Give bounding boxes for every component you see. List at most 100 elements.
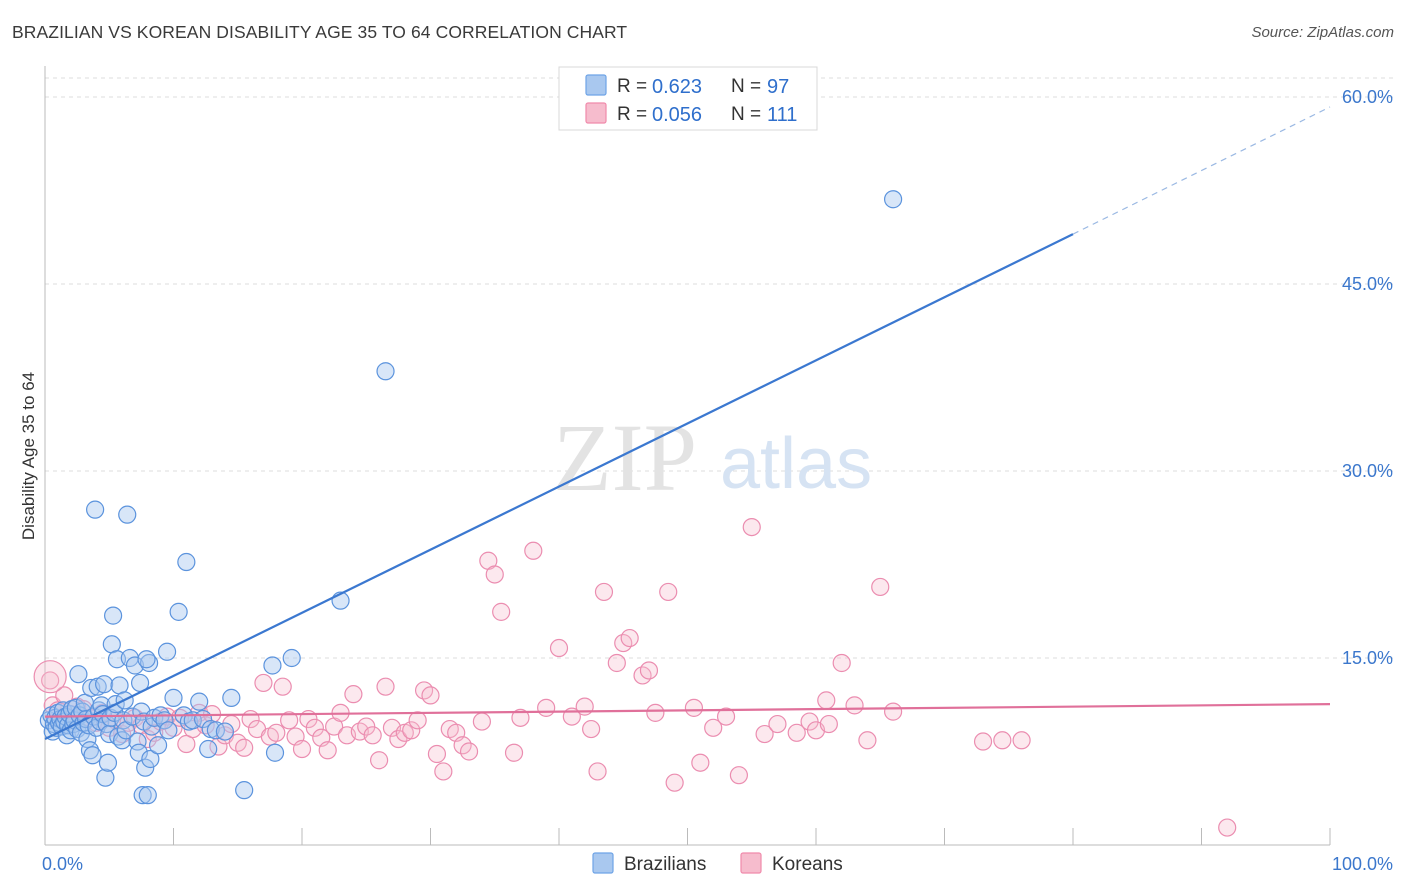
- korean-point: [41, 671, 60, 690]
- korean-trend-line: [44, 703, 1331, 718]
- brazilian-point: [133, 786, 152, 805]
- korean-point: [524, 541, 543, 560]
- korean-point: [646, 703, 665, 722]
- korean-point: [292, 739, 312, 759]
- legend-n-label-pink: N =: [731, 104, 761, 125]
- korean-point: [472, 712, 491, 731]
- brazilian-point: [138, 786, 157, 805]
- brazilian-point: [83, 746, 102, 765]
- korean-point-large: [33, 660, 67, 694]
- chart-title: BRAZILIAN VS KOREAN DISABILITY AGE 35 TO…: [12, 22, 628, 42]
- brazilian-point: [222, 688, 241, 707]
- brazilian-point: [883, 190, 903, 209]
- korean-point: [344, 685, 363, 704]
- korean-point: [659, 582, 678, 602]
- korean-point: [768, 714, 787, 734]
- korean-point: [832, 653, 851, 673]
- brazilian-point: [80, 741, 100, 760]
- korean-point: [575, 697, 594, 716]
- brazilian-point: [104, 606, 123, 625]
- y-tick-label-30: 30.0%: [1342, 461, 1393, 481]
- y-axis-title: Disability Age 35 to 64: [19, 372, 38, 540]
- korean-point: [787, 723, 806, 742]
- korean-point: [537, 698, 556, 717]
- korean-point: [402, 721, 421, 740]
- brazilian-point: [159, 721, 178, 740]
- korean-points: [33, 517, 1237, 837]
- legend-r-value-blue: 0.623: [652, 76, 702, 98]
- korean-point: [408, 711, 427, 730]
- korean-point: [305, 718, 324, 737]
- brazilian-point: [190, 692, 209, 711]
- korean-point: [273, 677, 292, 696]
- source-label: Source: ZipAtlas.com: [1251, 24, 1394, 41]
- korean-point: [492, 602, 511, 621]
- bottom-legend-koreans: Koreans: [772, 854, 843, 875]
- korean-point: [177, 734, 196, 754]
- brazilian-point: [199, 739, 218, 759]
- brazilian-point: [164, 688, 183, 707]
- axes: [44, 66, 1331, 846]
- korean-point: [819, 714, 838, 734]
- korean-point: [235, 738, 254, 757]
- brazilian-point: [107, 650, 127, 669]
- legend-n-label-blue: N =: [731, 76, 761, 97]
- legend-swatch-blue: [585, 74, 607, 96]
- korean-point: [1012, 731, 1031, 750]
- korean-point: [485, 565, 504, 584]
- korean-point: [729, 766, 749, 785]
- legend-n-value-blue: 97: [767, 76, 789, 98]
- korean-point: [993, 731, 1012, 750]
- korean-point: [755, 724, 774, 744]
- brazilian-point: [136, 758, 155, 777]
- brazilian-point: [148, 736, 168, 755]
- korean-point: [363, 726, 382, 745]
- korean-point: [370, 751, 389, 770]
- brazilian-point: [263, 656, 282, 675]
- legend-r-label-pink: R =: [617, 104, 647, 125]
- korean-point: [845, 696, 864, 715]
- legend-r-label-blue: R =: [617, 76, 647, 97]
- y-tick-label-45: 45.0%: [1342, 274, 1393, 294]
- korean-point: [607, 653, 626, 673]
- korean-point: [883, 702, 903, 721]
- korean-point: [594, 582, 614, 602]
- legend-swatch-pink: [585, 102, 607, 124]
- x-tick-label-0: 0.0%: [42, 854, 83, 874]
- korean-point: [459, 742, 479, 761]
- korean-point: [421, 686, 440, 705]
- korean-point: [620, 628, 639, 648]
- korean-point: [511, 708, 530, 727]
- korean-point: [871, 577, 890, 597]
- korean-point: [434, 762, 453, 781]
- korean-point: [716, 707, 736, 726]
- brazilian-point: [95, 675, 114, 694]
- axis-labels: 15.0% 30.0% 45.0% 60.0% 0.0% 100.0% Disability…: [19, 87, 1393, 874]
- watermark: ZIP atlas: [553, 404, 872, 511]
- korean-point: [973, 732, 993, 751]
- korean-point: [817, 691, 836, 710]
- korean-point: [376, 677, 395, 696]
- y-tick-label-15: 15.0%: [1342, 648, 1393, 668]
- watermark-atlas: atlas: [720, 424, 872, 504]
- korean-point: [280, 711, 299, 730]
- korean-point: [582, 719, 601, 739]
- brazilian-point: [69, 665, 88, 684]
- brazilian-point: [141, 749, 160, 769]
- brazilian-point: [177, 552, 196, 572]
- gridlines: [45, 77, 1395, 659]
- korean-point: [427, 744, 447, 764]
- brazilian-point: [98, 753, 118, 772]
- brazilian-point: [235, 781, 254, 800]
- brazilian-point: [137, 650, 156, 669]
- korean-point: [549, 638, 569, 658]
- brazilian-point: [215, 722, 234, 741]
- brazilian-trend-line: [44, 233, 1074, 741]
- korean-point: [639, 661, 659, 680]
- brazilian-trend-extension: [1072, 106, 1331, 235]
- korean-point: [254, 673, 273, 693]
- top-legend: R = 0.623 N = 97 R = 0.056 N = 111: [558, 66, 818, 131]
- brazilian-point: [129, 743, 148, 762]
- brazilian-point: [376, 362, 395, 381]
